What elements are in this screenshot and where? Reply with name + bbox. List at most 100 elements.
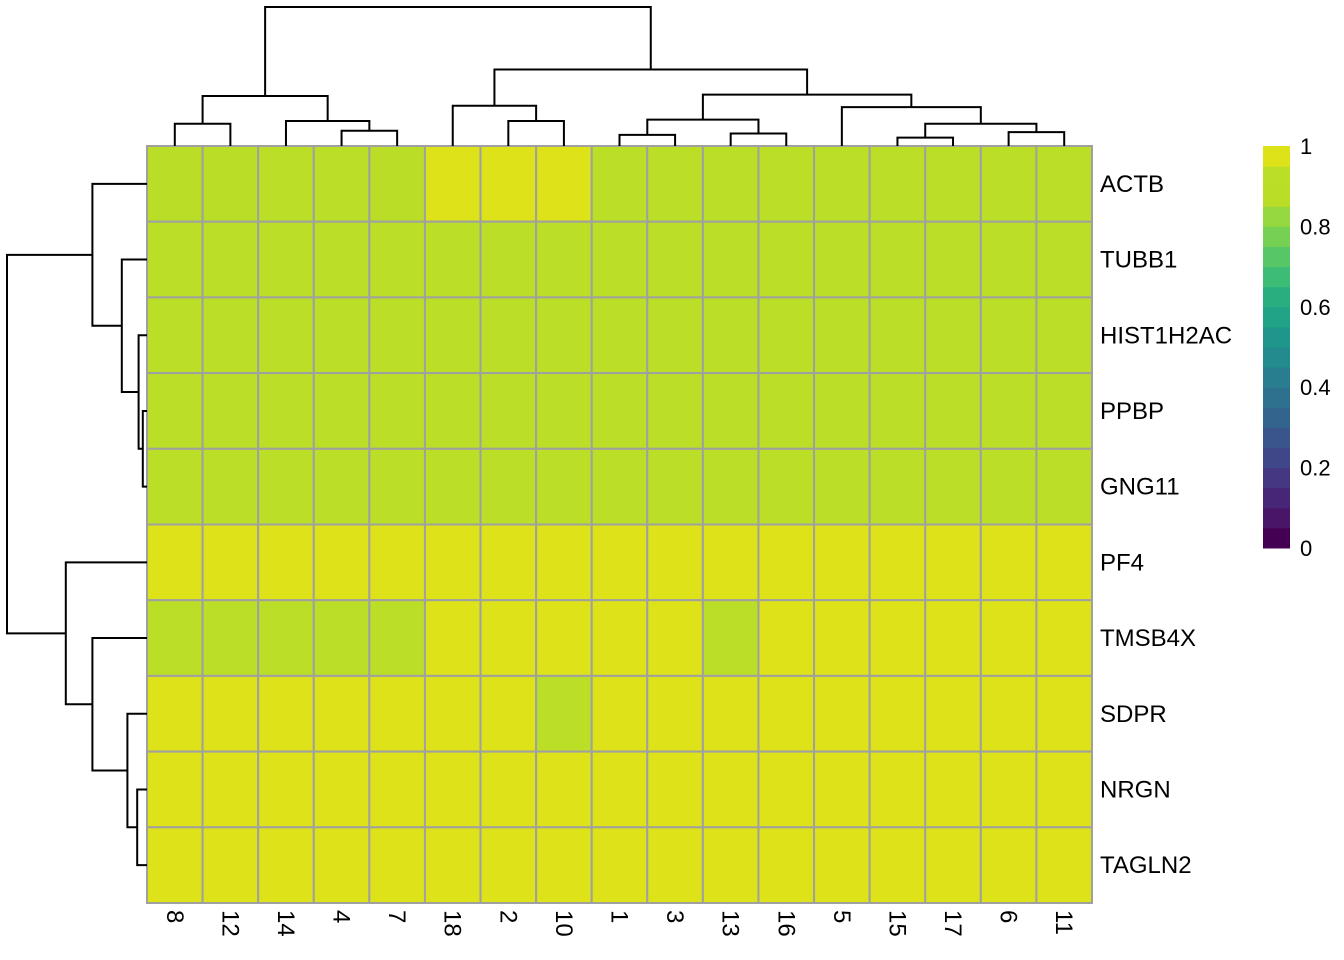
heatmap-cell bbox=[423, 750, 482, 829]
heatmap-cell bbox=[312, 523, 371, 602]
heatmap-cell bbox=[757, 750, 816, 829]
column-label: 13 bbox=[717, 910, 744, 937]
heatmap-cell bbox=[868, 750, 927, 829]
column-label: 10 bbox=[550, 910, 577, 937]
column-label: 7 bbox=[383, 910, 410, 923]
legend-color-bin bbox=[1263, 186, 1290, 207]
heatmap-cell bbox=[979, 447, 1038, 526]
legend-color-bin bbox=[1263, 427, 1290, 448]
heatmap-cell bbox=[646, 523, 704, 602]
column-label: 6 bbox=[995, 910, 1022, 923]
heatmap-cell bbox=[1035, 220, 1093, 299]
dendrogram-branch bbox=[340, 129, 399, 146]
heatmap-cell bbox=[368, 826, 426, 904]
column-label: 18 bbox=[439, 910, 466, 937]
heatmap-cell bbox=[368, 599, 426, 677]
heatmap-cell bbox=[257, 674, 315, 753]
heatmap-cell bbox=[368, 523, 426, 602]
heatmap-cell bbox=[257, 750, 315, 829]
color-legend: 0 0.2 0.4 0.6 0.8 1 bbox=[1263, 134, 1331, 561]
column-label: 2 bbox=[494, 910, 521, 923]
legend-color-bin bbox=[1263, 347, 1290, 368]
heatmap-cell bbox=[146, 599, 204, 677]
heatmap-cell bbox=[146, 826, 204, 904]
heatmap-cell bbox=[1035, 145, 1093, 223]
heatmap-cell bbox=[590, 599, 649, 677]
heatmap-cell bbox=[924, 296, 982, 375]
row-label: TUBB1 bbox=[1100, 247, 1177, 274]
heatmap-cell bbox=[868, 599, 927, 677]
heatmap-cell bbox=[924, 674, 982, 753]
legend-tick-label: 0.6 bbox=[1300, 295, 1331, 320]
column-label: 11 bbox=[1050, 910, 1077, 935]
heatmap-cell bbox=[979, 826, 1038, 904]
heatmap-cell bbox=[535, 220, 593, 299]
heatmap-cell bbox=[701, 447, 760, 526]
heatmap-cell bbox=[701, 599, 760, 677]
legend-color-bin bbox=[1263, 206, 1290, 227]
row-label: NRGN bbox=[1100, 776, 1171, 803]
heatmap-cell bbox=[813, 674, 871, 753]
heatmap-cell bbox=[423, 523, 482, 602]
dendrogram-branch bbox=[264, 6, 652, 96]
legend-color-bin bbox=[1263, 266, 1290, 288]
heatmap-cell bbox=[201, 372, 260, 450]
heatmap-cell bbox=[813, 826, 871, 904]
legend-color-bin bbox=[1263, 226, 1290, 247]
legend-color-bin bbox=[1263, 527, 1290, 549]
heatmap-cell bbox=[646, 145, 704, 223]
heatmap-cell bbox=[868, 220, 927, 299]
heatmap-cell bbox=[201, 674, 260, 753]
heatmap-cell bbox=[535, 145, 593, 223]
heatmap-cell bbox=[535, 523, 593, 602]
heatmap-cell bbox=[757, 145, 816, 223]
heatmap-cell bbox=[479, 372, 538, 450]
heatmap-cell bbox=[924, 826, 982, 904]
heatmap-cell bbox=[646, 220, 704, 299]
dendrogram-branch bbox=[1007, 131, 1066, 146]
heatmap-cell bbox=[757, 372, 816, 450]
heatmap-cell bbox=[646, 447, 704, 526]
heatmap-cell bbox=[146, 523, 204, 602]
heatmap-cell bbox=[646, 296, 704, 375]
heatmap-cell bbox=[1035, 750, 1093, 829]
row-label: HIST1H2AC bbox=[1100, 322, 1232, 349]
heatmap-cell bbox=[423, 599, 482, 677]
heatmap-cell bbox=[201, 826, 260, 904]
heatmap-cell bbox=[813, 372, 871, 450]
heatmap-cell bbox=[201, 523, 260, 602]
dendrogram-branch bbox=[91, 182, 147, 327]
heatmap-cell bbox=[479, 296, 538, 375]
legend-color-bin bbox=[1263, 407, 1290, 428]
row-label: PF4 bbox=[1100, 549, 1144, 576]
heatmap-cell bbox=[757, 523, 816, 602]
heatmap-cell bbox=[535, 447, 593, 526]
heatmap-cell bbox=[590, 372, 649, 450]
heatmap-cell bbox=[257, 447, 315, 526]
heatmap-cell bbox=[924, 220, 982, 299]
heatmap-cell bbox=[479, 220, 538, 299]
heatmap-cell bbox=[979, 372, 1038, 450]
heatmap-cell bbox=[868, 372, 927, 450]
heatmap-cell bbox=[368, 372, 426, 450]
heatmap-cell bbox=[146, 296, 204, 375]
heatmap-cell bbox=[535, 750, 593, 829]
heatmap-cell bbox=[757, 674, 816, 753]
dendrogram-branch bbox=[136, 788, 147, 867]
column-label: 5 bbox=[828, 910, 855, 923]
dendrogram-branch bbox=[507, 119, 565, 146]
row-label: SDPR bbox=[1100, 701, 1167, 728]
dendrogram-branch bbox=[451, 104, 538, 146]
heatmap-cell bbox=[1035, 674, 1093, 753]
dendrogram-branch bbox=[896, 136, 955, 146]
heatmap-cell bbox=[312, 674, 371, 753]
heatmap-cell bbox=[312, 750, 371, 829]
heatmap-cell bbox=[868, 296, 927, 375]
heatmap-cell bbox=[368, 674, 426, 753]
heatmap-cell bbox=[646, 674, 704, 753]
heatmap-cell bbox=[757, 826, 816, 904]
heatmap-cell bbox=[312, 296, 371, 375]
dendrogram-branch bbox=[284, 119, 371, 146]
dendrogram-branch bbox=[64, 561, 147, 706]
row-label: TMSB4X bbox=[1100, 625, 1196, 652]
